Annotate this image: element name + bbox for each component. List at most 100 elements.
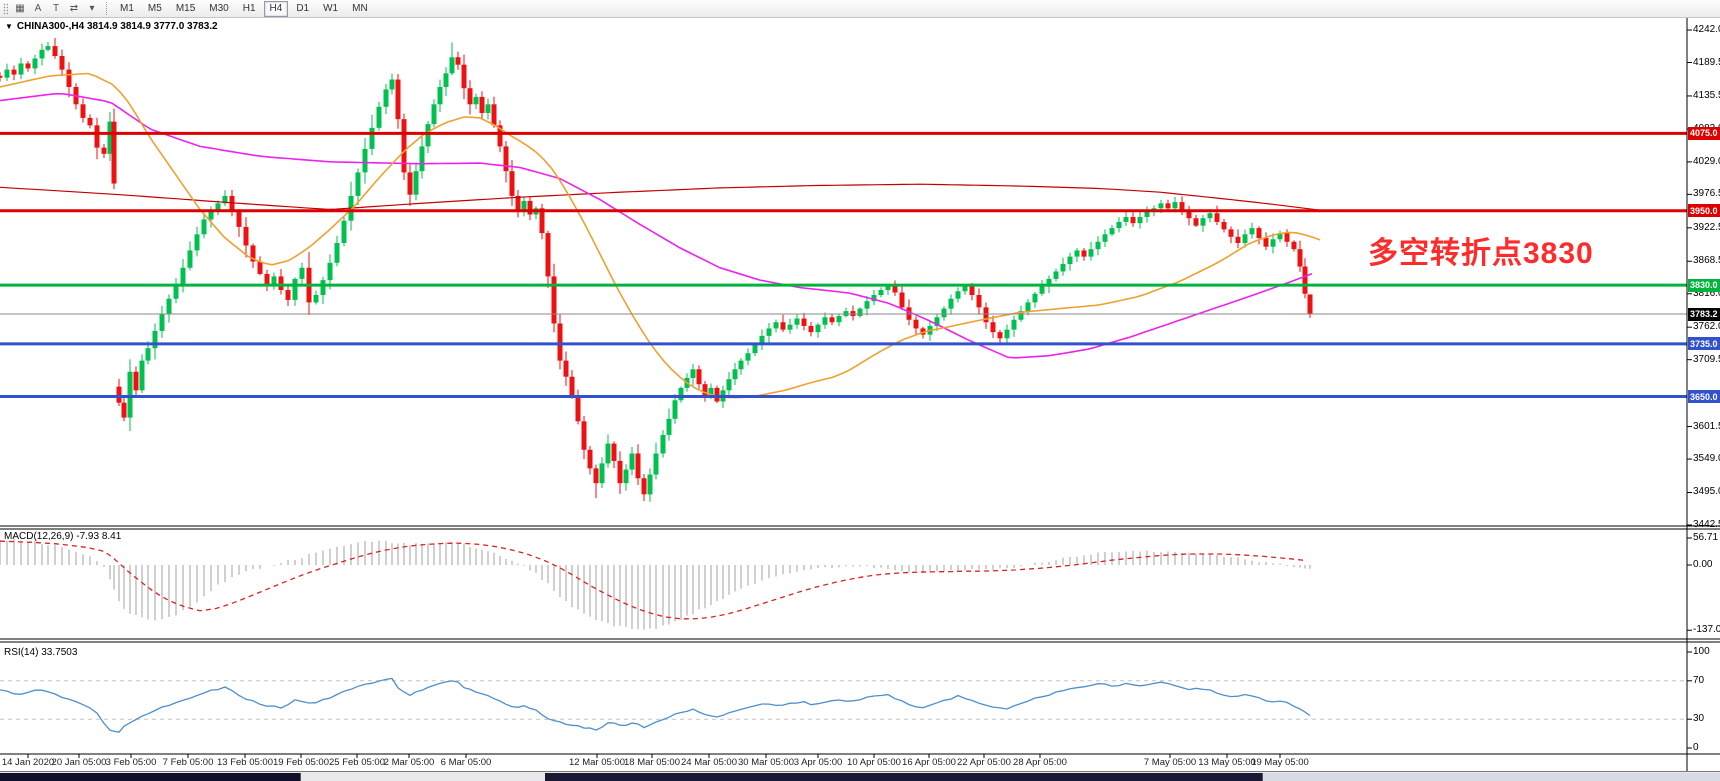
text-box-icon[interactable]: T <box>52 3 60 14</box>
date-label: 24 Mar 05:00 <box>681 757 737 768</box>
text-label-icon[interactable]: A <box>34 3 42 14</box>
candle-up <box>599 463 605 484</box>
symbol-quote[interactable]: ▼ CHINA300-,H4 3814.9 3814.9 3777.0 3783.… <box>5 21 218 32</box>
price-tick-label: 3976.5 <box>1693 188 1720 200</box>
candle-down <box>1081 250 1087 257</box>
date-label: 12 Mar 05:00 <box>569 757 625 768</box>
candle-up <box>1270 239 1276 247</box>
price-tag-3830.0: 3830.0 <box>1688 278 1720 292</box>
candle-up <box>159 313 165 331</box>
candle-down <box>257 261 263 274</box>
date-label: 16 Apr 05:00 <box>902 757 956 768</box>
timeframe-button-mn[interactable]: MN <box>352 2 368 14</box>
candle-down <box>467 88 473 105</box>
timeframe-button-m15[interactable]: M15 <box>175 2 196 14</box>
date-label: 19 May 05:00 <box>1251 757 1309 768</box>
candle-down <box>527 200 533 215</box>
dropdown-caret-icon[interactable]: ▾ <box>89 3 95 14</box>
candle-up <box>173 283 179 299</box>
rsi-label: RSI(14) 33.7503 <box>4 647 78 658</box>
candle-down <box>491 104 497 126</box>
rsi-tick-label: 70 <box>1693 674 1705 686</box>
candle-up <box>431 104 437 125</box>
candle-down <box>236 210 242 227</box>
rsi-tick-label: 100 <box>1693 646 1710 657</box>
candle-down <box>264 273 270 286</box>
price-tick-label: 3601.5 <box>1693 420 1720 432</box>
candle-down <box>11 69 17 75</box>
candle-down <box>611 443 617 461</box>
candle-down <box>455 57 461 65</box>
candle-down <box>714 387 720 402</box>
candle-up <box>962 286 968 292</box>
timeframe-button-m5[interactable]: M5 <box>147 2 162 14</box>
candle-down <box>539 208 545 234</box>
candle-down <box>111 121 117 184</box>
toolbar-separator <box>106 2 108 15</box>
candle-up <box>1039 286 1045 294</box>
candle-down <box>1186 210 1192 219</box>
candle-down <box>1228 229 1234 237</box>
candle-up <box>215 203 221 210</box>
taskbar-segment[interactable] <box>300 773 546 781</box>
timeframe-button-m30[interactable]: M30 <box>209 2 229 14</box>
candle-up <box>139 360 145 391</box>
price-tick-label: 4189.5 <box>1693 56 1720 68</box>
candle-up <box>201 219 207 235</box>
taskbar[interactable] <box>0 771 1720 781</box>
candle-up <box>1088 249 1094 257</box>
candle-up <box>660 434 666 454</box>
candle-up <box>443 73 449 87</box>
date-label: 14 Jan 2020 <box>1 757 55 768</box>
candle-down <box>913 319 919 329</box>
candle-down <box>696 369 702 385</box>
candle-down <box>285 290 291 300</box>
price-tick-label: 3442.5 <box>1693 519 1720 530</box>
taskbar-segment[interactable] <box>1262 773 1720 781</box>
date-label: 7 Feb 05:00 <box>162 757 214 768</box>
collapse-arrow-icon[interactable]: ▼ <box>5 22 13 31</box>
candle-up <box>107 121 113 154</box>
objects-palette-icon[interactable]: ▦ <box>15 3 25 14</box>
candle-down <box>1291 241 1297 250</box>
candle-up <box>653 453 659 475</box>
taskbar-segment[interactable] <box>545 773 1262 781</box>
candle-up <box>127 371 133 418</box>
candle-up <box>222 195 228 204</box>
candle-up <box>732 369 738 380</box>
candle-up <box>871 294 877 302</box>
ma-orange-line <box>0 72 1321 399</box>
candle-up <box>885 286 891 291</box>
candle-up <box>166 298 172 314</box>
taskbar-segment[interactable] <box>0 773 300 781</box>
candle-down <box>587 449 593 469</box>
candle-up <box>413 171 419 195</box>
cursor-arrows-icon[interactable]: ⇄ <box>69 3 79 14</box>
timeframe-button-h1[interactable]: H1 <box>242 2 256 14</box>
date-label: 25 Feb 05:00 <box>329 757 385 768</box>
timeframe-button-w1[interactable]: W1 <box>323 2 339 14</box>
ma-magenta-line <box>0 92 1313 359</box>
candle-down <box>461 64 467 89</box>
candle-up <box>45 46 51 50</box>
candle-up <box>389 79 395 90</box>
candle-down <box>990 322 996 333</box>
toolbar-drag-handle[interactable] <box>3 2 8 15</box>
timeframe-button-d1[interactable]: D1 <box>296 2 310 14</box>
date-label: 22 Apr 05:00 <box>957 757 1011 768</box>
candle-down <box>593 468 599 484</box>
date-label: 30 Mar 05:00 <box>738 757 794 768</box>
timeframe-button-h4[interactable]: H4 <box>263 0 289 17</box>
candle-down <box>497 125 503 147</box>
date-label: 18 Mar 05:00 <box>624 757 680 768</box>
candle-up <box>18 63 24 75</box>
candle-down <box>503 146 509 172</box>
candle-up <box>473 96 479 105</box>
annotation-text: 多空转折点3830 <box>1368 237 1594 270</box>
date-label: 3 Feb 05:00 <box>105 757 157 768</box>
candle-down <box>1235 236 1241 243</box>
date-label: 13 Feb 05:00 <box>217 757 273 768</box>
candle-down <box>1179 202 1185 211</box>
timeframe-button-m1[interactable]: M1 <box>120 2 134 14</box>
